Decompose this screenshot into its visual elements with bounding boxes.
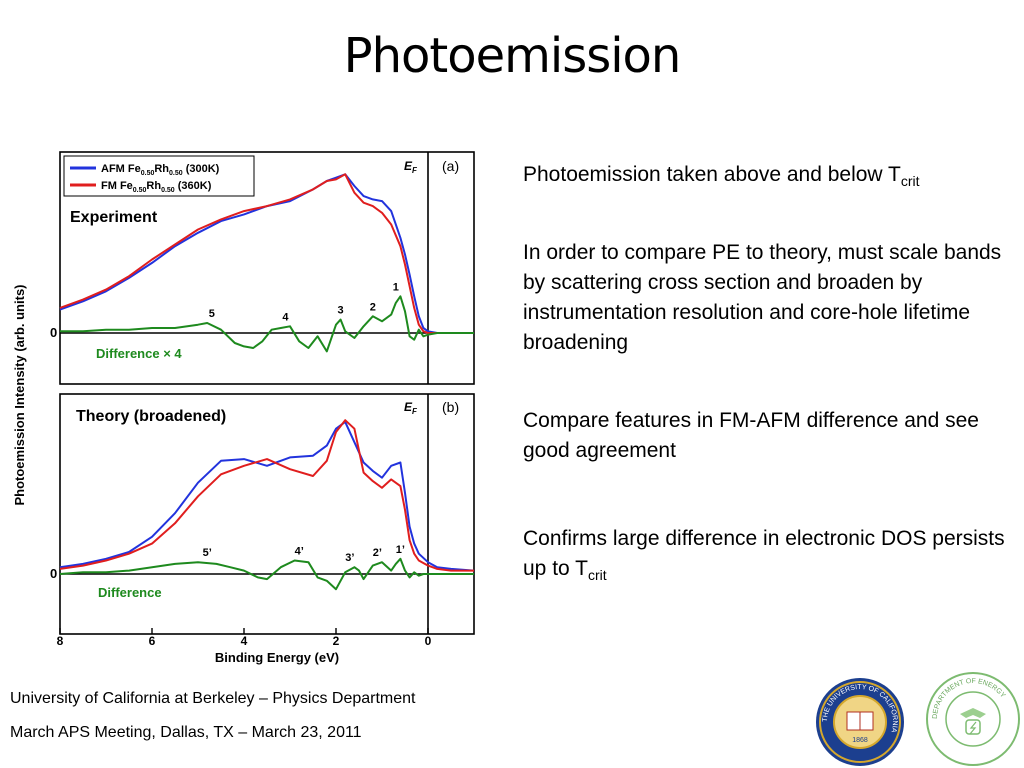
panel-a-zero-label: 0 — [50, 325, 57, 340]
x-axis-label: Binding Energy (eV) — [215, 650, 339, 665]
x-tick-label-4: 0 — [425, 634, 432, 648]
panel-b-peak-label-3: 4’ — [295, 546, 304, 558]
legend-fm-label: FM Fe0.50Rh0.50 (360K) — [101, 180, 212, 194]
panel-a-label: (a) — [442, 158, 459, 174]
doe-seal-outer — [926, 672, 1020, 766]
doe-shield-icon — [965, 719, 981, 735]
panel-a-legend: AFM Fe0.50Rh0.50 (300K) FM Fe0.50Rh0.50 … — [63, 155, 255, 197]
panel-a-peak-label-1: 2 — [370, 301, 376, 313]
x-tick-label-2: 4 — [241, 634, 248, 648]
difference-annotation: Difference — [98, 585, 162, 600]
experiment-annotation: Experiment — [70, 209, 158, 226]
bullet-4: Confirms large difference in electronic … — [523, 524, 1013, 590]
panel-a: 0 EF (a) AFM Fe0.50Rh0.50 (300K) FM Fe0.… — [50, 151, 475, 385]
panel-a-peak-label-3: 4 — [282, 311, 289, 323]
panel-a-series-0-line — [59, 173, 474, 334]
panel-b-zero-label: 0 — [50, 566, 57, 581]
x-tick-label-3: 2 — [333, 634, 340, 648]
panel-a-frame — [59, 151, 475, 385]
panel-b-series-2-line — [59, 557, 474, 591]
legend-afm-label: AFM Fe0.50Rh0.50 (300K) — [101, 163, 220, 177]
theory-annotation: Theory (broadened) — [76, 408, 226, 425]
slide-title: Photoemission — [343, 28, 682, 84]
panel-b: 0 EF (b) Theory (broadened) Difference — [50, 393, 475, 635]
doe-seal-inner — [945, 691, 1001, 747]
difference-x4-annotation: Difference × 4 — [96, 346, 182, 361]
panel-a-ef-label: EF — [404, 159, 418, 175]
x-tick-label-0: 8 — [57, 634, 64, 648]
footer-affiliation: University of California at Berkeley – P… — [10, 690, 416, 707]
bullet-1-text: Photoemission taken above and below T — [523, 163, 901, 186]
footer-meeting: March APS Meeting, Dallas, TX – March 23… — [10, 724, 362, 741]
panel-b-label: (b) — [442, 399, 459, 415]
panel-a-series-1-line — [59, 173, 474, 334]
bullet-1: Photoemission taken above and below Tcri… — [523, 160, 1013, 196]
bullet-3: Compare features in FM-AFM difference an… — [523, 409, 979, 462]
panel-b-peak-label-4: 5’ — [203, 547, 212, 559]
uc-seal-logo: THE UNIVERSITY OF CALIFORNIA 1868 — [816, 678, 904, 766]
x-axis-ticks: 8 6 4 2 0 — [57, 628, 432, 648]
panel-b-frame — [59, 393, 475, 635]
panel-a-peak-label-4: 5 — [209, 308, 215, 320]
doe-eagle-icon — [960, 708, 986, 718]
legend-box — [63, 155, 255, 197]
panel-b-ef-label: EF — [404, 400, 418, 416]
peak-labels: 1 2 3 4 5 1’ 2’ 3’ 4’ 5’ — [203, 281, 405, 564]
panel-b-peak-label-1: 2’ — [373, 547, 382, 559]
chart-curves — [59, 173, 475, 591]
doe-lightning-icon — [969, 721, 977, 735]
panel-a-peak-label-0: 1 — [393, 281, 399, 293]
panel-b-series-1-line — [59, 419, 474, 572]
bullet-4-subscript: crit — [588, 567, 607, 584]
uc-seal-year: 1868 — [852, 737, 868, 744]
panel-b-series-0-line — [59, 420, 475, 572]
panel-b-peak-label-0: 1’ — [396, 544, 405, 556]
x-tick-label-1: 6 — [149, 634, 156, 648]
panel-a-peak-label-2: 3 — [338, 305, 344, 317]
photoemission-figure: Photoemission Intensity (arb. units) 0 E… — [12, 151, 475, 665]
bullet-2: In order to compare PE to theory, must s… — [523, 241, 1002, 354]
y-axis-label: Photoemission Intensity (arb. units) — [12, 284, 27, 505]
bullet-4-text: Confirms large difference in electronic … — [523, 527, 1005, 580]
panel-a-series-2-line — [60, 295, 474, 353]
panel-b-peak-label-2: 3’ — [345, 552, 354, 564]
doe-seal-logo: DEPARTMENT OF ENERGY — [926, 672, 1020, 766]
uc-seal-gold-ring — [819, 681, 901, 763]
bullet-1-subscript: crit — [900, 173, 920, 190]
